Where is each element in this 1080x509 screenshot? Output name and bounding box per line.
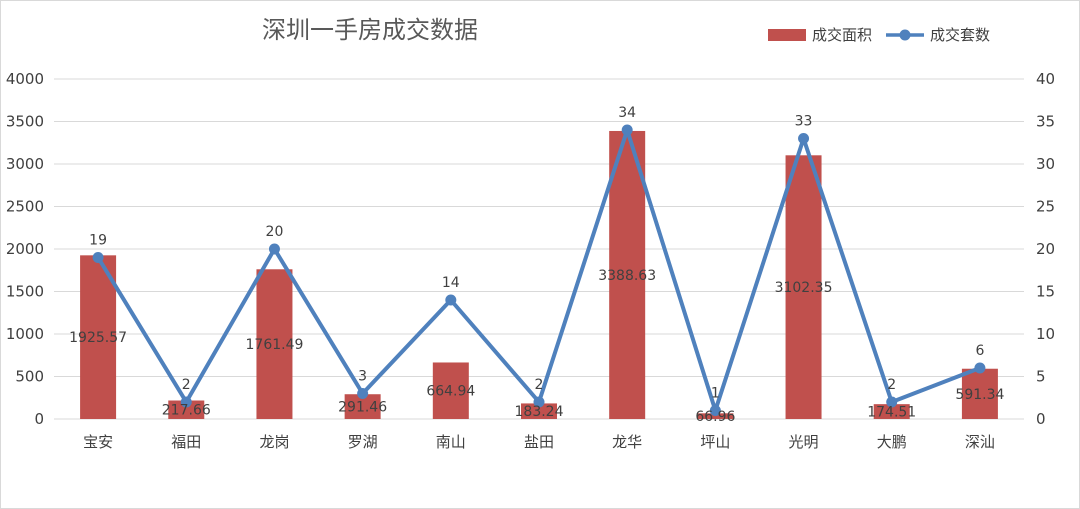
- line-data-label: 2: [182, 377, 191, 393]
- legend: 成交面积 成交套数: [768, 26, 990, 44]
- line-data-label: 14: [442, 275, 460, 291]
- bar: [697, 413, 734, 419]
- gridlines: [54, 78, 1024, 420]
- bar: [80, 255, 117, 419]
- bar-data-label: 291.46: [338, 400, 387, 416]
- line-point: [445, 294, 457, 306]
- legend-line-marker: [899, 29, 911, 41]
- bar-data-label: 1761.49: [246, 337, 304, 353]
- y-right-tick-label: 15: [1036, 283, 1055, 301]
- line-point: [92, 252, 104, 263]
- bar: [168, 400, 205, 419]
- x-category-label: 南山: [436, 433, 466, 451]
- line-point: [798, 133, 810, 144]
- line-data-label: 33: [795, 114, 813, 130]
- y-right-tick-label: 25: [1036, 198, 1055, 216]
- bar-data-label: 174.51: [867, 405, 916, 421]
- line-point: [621, 124, 633, 136]
- line-data-label: 2: [887, 377, 896, 393]
- line-data-label: 6: [975, 343, 984, 359]
- line-point: [268, 243, 280, 255]
- x-category-label: 龙华: [612, 433, 642, 451]
- bar: [256, 269, 293, 419]
- y-left-tick-label: 4000: [6, 70, 44, 88]
- y-right-tick-label: 30: [1036, 155, 1055, 173]
- bar: [873, 404, 910, 419]
- y-left-tick-label: 0: [34, 410, 44, 428]
- y-right-tick-label: 5: [1036, 368, 1046, 386]
- y-left-tick-label: 2500: [6, 198, 44, 216]
- bar: [961, 368, 998, 419]
- bar-data-label: 1925.57: [69, 330, 127, 346]
- line-point: [533, 396, 545, 408]
- bar: [432, 362, 469, 419]
- bar-data-label: 217.66: [162, 403, 211, 419]
- series-line: [96, 128, 981, 413]
- y-right-tick-label: 35: [1036, 113, 1055, 131]
- y-right-tick-label: 20: [1036, 240, 1055, 258]
- x-category-label: 深汕: [965, 433, 995, 451]
- chart-title: 深圳一手房成交数据: [262, 16, 478, 44]
- legend-bar-label: 成交面积: [812, 26, 872, 44]
- y-right-tick-label: 0: [1036, 410, 1046, 428]
- line-data-label: 20: [266, 224, 284, 240]
- legend-bar-swatch: [768, 29, 806, 41]
- line-series: 1925.57217.661761.49291.46664.94183.2433…: [69, 105, 1004, 425]
- x-axis-categories: 宝安 福田 龙岗 罗湖 南山 盐田 龙华 坪山 光明 大鹏 深汕: [83, 433, 995, 451]
- line-data-label: 1: [711, 386, 720, 402]
- bar-series: [80, 130, 998, 420]
- y-left-tick-label: 1500: [6, 283, 44, 301]
- bar: [521, 403, 557, 419]
- line-point: [180, 396, 192, 408]
- y-left-tick-label: 3500: [6, 113, 44, 131]
- y-left-tick-label: 2000: [6, 240, 44, 258]
- bar-data-label: 3102.35: [775, 280, 833, 296]
- y-left-tick-label: 3000: [6, 155, 44, 173]
- line-data-label: 3: [358, 369, 367, 385]
- y-right-tick-label: 40: [1036, 70, 1055, 88]
- y-left-tick-label: 1000: [6, 325, 44, 343]
- x-category-label: 福田: [171, 433, 201, 451]
- y-axis-left: 0 500 1000 1500 2000 2500 3000 3500 4000: [6, 70, 44, 428]
- y-left-tick-label: 500: [15, 368, 44, 386]
- bar-data-label: 66.96: [695, 409, 735, 425]
- bar: [785, 155, 822, 420]
- line-data-label: 19: [89, 233, 107, 249]
- y-right-tick-label: 10: [1036, 325, 1055, 343]
- y-axis-right: 0 5 10 15 20 25 30 35 40: [1036, 70, 1055, 428]
- x-category-label: 龙岗: [259, 433, 289, 451]
- x-category-label: 罗湖: [348, 433, 378, 451]
- line-point: [974, 362, 986, 374]
- x-category-label: 光明: [789, 433, 819, 451]
- x-category-label: 坪山: [700, 433, 730, 451]
- bar-data-label: 664.94: [426, 384, 475, 400]
- line-point: [357, 388, 369, 399]
- x-category-label: 盐田: [524, 433, 554, 451]
- line-data-label: 2: [535, 377, 544, 393]
- legend-line-label: 成交套数: [930, 26, 990, 44]
- line-point: [709, 405, 721, 416]
- bar-data-label: 3388.63: [598, 268, 656, 284]
- bar: [609, 130, 646, 420]
- bar-data-label: 183.24: [515, 404, 564, 420]
- x-category-label: 大鹏: [877, 433, 907, 451]
- bar-data-label: 591.34: [955, 387, 1004, 403]
- x-category-label: 宝安: [83, 433, 113, 451]
- line-data-label: 34: [618, 105, 636, 121]
- line-point: [886, 396, 898, 408]
